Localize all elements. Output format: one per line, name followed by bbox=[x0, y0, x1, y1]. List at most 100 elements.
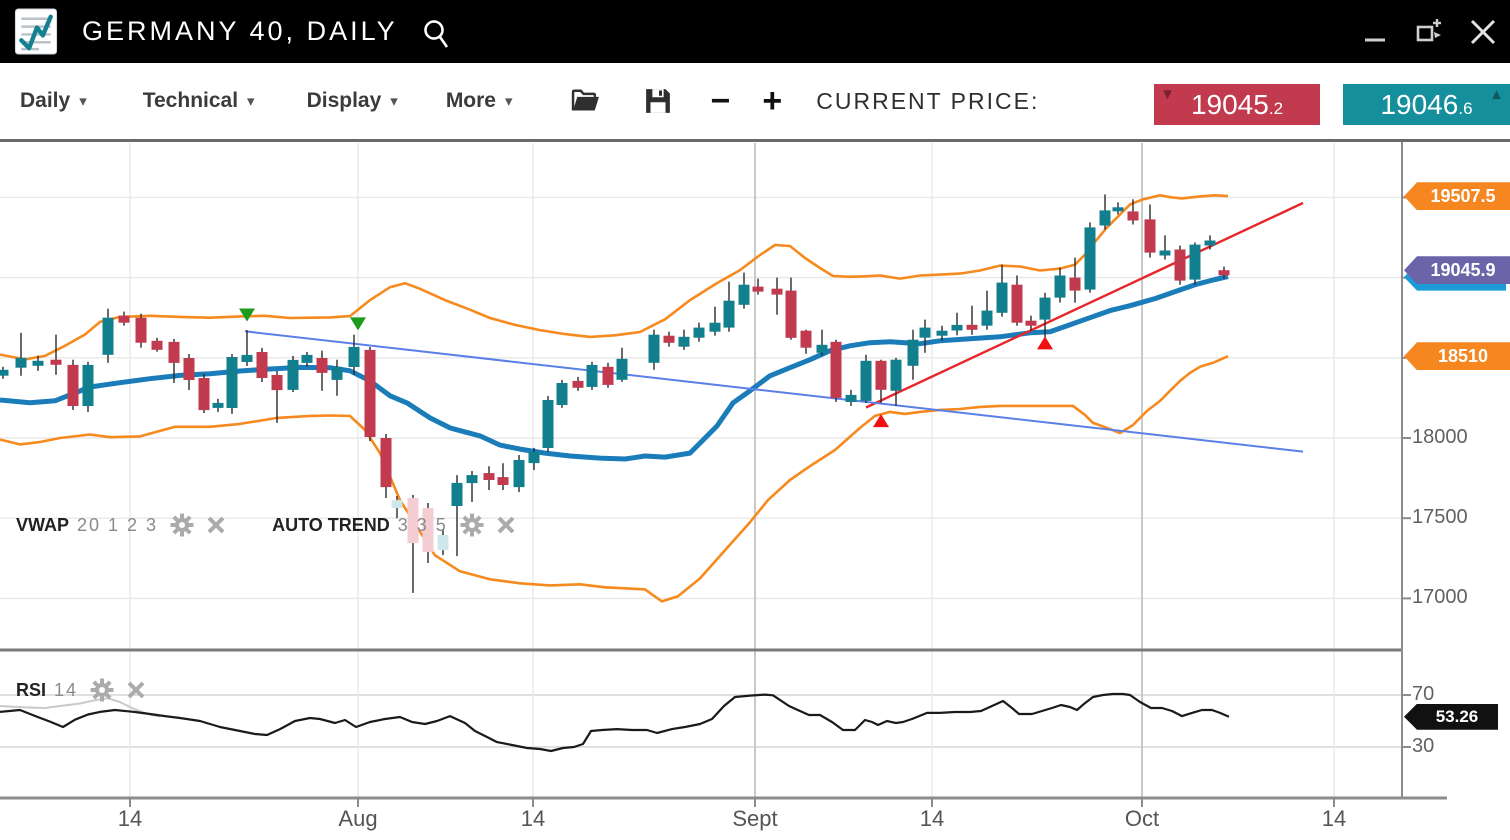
buy-marker[interactable] bbox=[873, 414, 889, 428]
chevron-down-icon: ▾ bbox=[390, 93, 398, 110]
candle-body bbox=[951, 324, 963, 331]
zoom-in-button[interactable]: + bbox=[762, 82, 783, 120]
candle-body bbox=[528, 452, 540, 464]
candle-body bbox=[860, 360, 872, 401]
sell-marker[interactable] bbox=[239, 308, 255, 322]
candle-body bbox=[875, 360, 887, 390]
menu-technical[interactable]: Technical ▾ bbox=[143, 89, 255, 113]
candle-body bbox=[168, 341, 180, 363]
zoom-out-button[interactable]: − bbox=[710, 82, 731, 120]
close-icon bbox=[207, 516, 225, 534]
close-icon bbox=[127, 681, 145, 699]
search-icon[interactable] bbox=[420, 17, 452, 51]
auto-trend-remove-button[interactable] bbox=[496, 515, 516, 535]
rsi-params: 14 bbox=[54, 679, 79, 700]
candle-body bbox=[1204, 240, 1216, 246]
candle-body bbox=[1069, 277, 1081, 291]
time-axis-label: 14 bbox=[1321, 806, 1347, 831]
rsi-remove-button[interactable] bbox=[126, 680, 146, 700]
vwap-label: VWAP bbox=[16, 514, 70, 535]
rsi-axis-label: 30 bbox=[1412, 735, 1435, 757]
price-axis-label: 17000 bbox=[1412, 586, 1468, 609]
rsi-indicator-row: RSI 14 bbox=[16, 678, 146, 702]
title-bar: GERMANY 40, DAILY bbox=[0, 0, 1510, 63]
candle-body bbox=[752, 286, 764, 292]
menu-technical-label: Technical bbox=[142, 89, 239, 112]
menu-more-label: More bbox=[445, 89, 496, 112]
buy-price-button[interactable]: 19046 .6 ▲ bbox=[1343, 84, 1510, 125]
menu-timeframe-label: Daily bbox=[20, 89, 71, 112]
candle-body bbox=[785, 290, 797, 338]
candle-body bbox=[466, 475, 478, 484]
sell-marker[interactable] bbox=[350, 317, 366, 331]
rsi-settings-button[interactable] bbox=[90, 678, 114, 702]
arrow-up-icon: ▲ bbox=[1489, 86, 1504, 103]
candle-body bbox=[212, 402, 224, 408]
candle-body bbox=[678, 336, 690, 347]
buy-price-int: 19046 bbox=[1380, 88, 1459, 120]
vwap-indicator-row: VWAP 20 1 2 3 AUTO bbox=[16, 513, 516, 537]
candle-body bbox=[331, 366, 343, 380]
vwap-settings-button[interactable] bbox=[170, 513, 194, 537]
candle-body bbox=[256, 352, 268, 378]
auto-trend-down-line bbox=[244, 330, 1304, 453]
vwap-params: 20 1 2 3 bbox=[77, 514, 159, 535]
menu-timeframe[interactable]: Daily ▾ bbox=[20, 89, 87, 113]
candle-body bbox=[364, 349, 376, 437]
window-controls bbox=[1358, 0, 1500, 63]
menu-more[interactable]: More ▾ bbox=[446, 89, 513, 113]
candle-body bbox=[890, 359, 902, 391]
candle-body bbox=[241, 354, 253, 362]
chevron-down-icon: ▾ bbox=[505, 93, 513, 110]
candle-body bbox=[198, 378, 210, 411]
menu-display[interactable]: Display ▾ bbox=[307, 89, 398, 113]
candle-body bbox=[422, 507, 434, 552]
vwap-remove-button[interactable] bbox=[206, 515, 226, 535]
minimize-button[interactable] bbox=[1358, 15, 1392, 49]
app-logo-icon bbox=[14, 8, 58, 55]
candle-body bbox=[287, 359, 299, 390]
candle-body bbox=[451, 482, 463, 506]
candle-body bbox=[663, 335, 675, 343]
candle-body bbox=[1218, 270, 1230, 276]
candle-body bbox=[102, 317, 114, 355]
candle-body bbox=[981, 310, 993, 326]
candle-body bbox=[648, 334, 660, 363]
candle-body bbox=[830, 341, 842, 398]
candle-body bbox=[316, 358, 328, 373]
price-chart-canvas[interactable] bbox=[0, 142, 1510, 840]
candle-body bbox=[542, 400, 554, 448]
candle-body bbox=[1011, 284, 1023, 323]
last-price-tag: 19045.9 bbox=[1404, 256, 1510, 285]
candle-body bbox=[586, 364, 598, 387]
time-axis-label: Oct bbox=[1124, 806, 1160, 831]
candle-body bbox=[301, 354, 313, 363]
candle-body bbox=[118, 315, 130, 323]
candle-body bbox=[845, 394, 857, 402]
price-axis-label: 17500 bbox=[1412, 506, 1468, 529]
candle-body bbox=[919, 327, 931, 338]
auto-trend-settings-button[interactable] bbox=[460, 513, 484, 537]
toolbar: Daily ▾ Technical ▾ Display ▾ More ▾ bbox=[0, 63, 1510, 142]
candle-body bbox=[1112, 207, 1124, 212]
candle-body bbox=[709, 322, 721, 332]
buy-marker[interactable] bbox=[1037, 336, 1053, 350]
candle-body bbox=[572, 380, 584, 388]
popout-button[interactable] bbox=[1412, 15, 1446, 49]
save-button[interactable] bbox=[643, 86, 673, 116]
candle-body bbox=[0, 369, 9, 376]
candle-body bbox=[82, 364, 94, 406]
open-folder-button[interactable] bbox=[569, 86, 603, 116]
time-axis-label: Aug bbox=[338, 806, 378, 831]
close-button[interactable] bbox=[1466, 15, 1500, 49]
candle-body bbox=[616, 358, 628, 380]
candle-body bbox=[996, 282, 1008, 313]
candle-body bbox=[407, 498, 419, 544]
sell-price-button[interactable]: ▼ 19045 .2 bbox=[1154, 84, 1320, 125]
time-axis-label: 14 bbox=[117, 806, 143, 831]
candle-body bbox=[693, 327, 705, 338]
time-axis-label: Sept bbox=[732, 806, 778, 831]
candle-body bbox=[183, 358, 195, 380]
chart-title: GERMANY 40, DAILY bbox=[82, 16, 398, 46]
candle-body bbox=[391, 500, 403, 508]
